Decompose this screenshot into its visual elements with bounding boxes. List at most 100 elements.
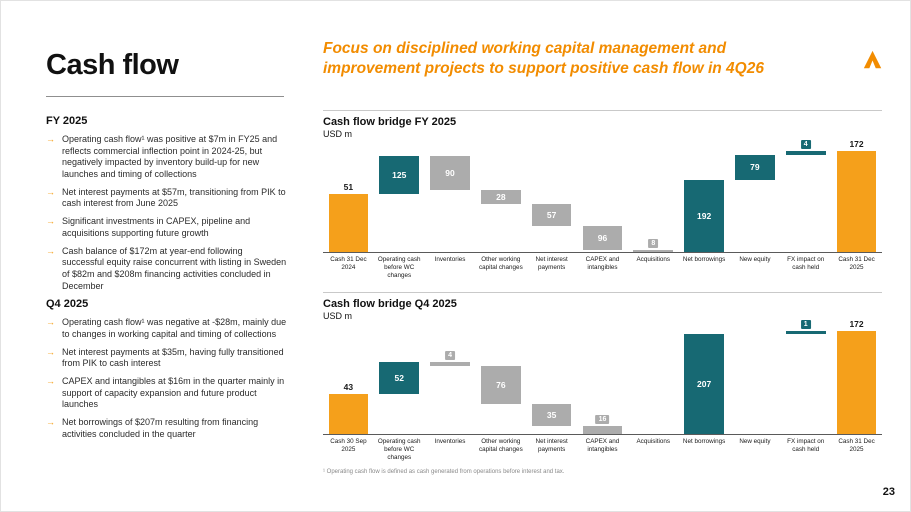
category-label: Cash 31 Dec 2025 bbox=[838, 438, 875, 454]
waterfall-bar-area: 52 bbox=[373, 326, 425, 436]
waterfall-column: 52 Operating cash before WC changes bbox=[373, 326, 425, 462]
waterfall-column: New equity bbox=[729, 326, 781, 462]
waterfall-bar-area bbox=[729, 326, 781, 436]
category-label: CAPEX and intangibles bbox=[585, 438, 620, 454]
waterfall-bar: 52 bbox=[379, 362, 420, 395]
bullet-text: Significant investments in CAPEX, pipeli… bbox=[62, 216, 251, 238]
bullet-text: Net borrowings of $207m resulting from f… bbox=[62, 417, 259, 439]
category-label: Acquisitions bbox=[636, 255, 671, 263]
waterfall-bar bbox=[785, 150, 826, 155]
bullet-arrow-icon: → bbox=[46, 186, 55, 197]
waterfall-bar-area: 1 bbox=[780, 320, 832, 436]
waterfall-bar-area bbox=[627, 326, 679, 436]
category-label: Net borrowings bbox=[682, 438, 726, 446]
q4-waterfall-chart: 43 Cash 30 Sep 2025 52 Operating cash befor… bbox=[323, 319, 882, 462]
bullet-arrow-icon: → bbox=[46, 245, 55, 256]
bar-value-label: 35 bbox=[546, 410, 557, 421]
waterfall-bar-area: 57 bbox=[526, 144, 578, 253]
waterfall-column: 57 Net interest payments bbox=[526, 144, 578, 280]
waterfall-column: 125 Operating cash before WC changes bbox=[373, 144, 425, 280]
waterfall-bar bbox=[328, 394, 369, 435]
waterfall-column: 172 Cash 31 Dec 2025 bbox=[831, 319, 882, 462]
waterfall-bar: 125 bbox=[379, 155, 420, 194]
page-number: 23 bbox=[882, 486, 895, 498]
category-label: Operating cash before WC changes bbox=[377, 255, 421, 279]
waterfall-bar: 79 bbox=[735, 154, 775, 180]
bullet-item: → Operating cash flow¹ was negative at -$… bbox=[46, 317, 287, 340]
waterfall-bar bbox=[430, 362, 470, 367]
waterfall-bar-area: 172 bbox=[831, 319, 882, 436]
category-label: Operating cash before WC changes bbox=[377, 438, 421, 462]
category-label: Cash 31 Dec 2024 bbox=[330, 255, 367, 271]
category-label: Net interest payments bbox=[535, 438, 568, 454]
bullet-text: Operating cash flow¹ was positive at $7m… bbox=[62, 134, 278, 180]
fy-chart-unit: USD m bbox=[323, 128, 352, 139]
waterfall-column: 76 Other working capital changes bbox=[475, 326, 527, 462]
bar-value-label: 43 bbox=[343, 382, 354, 393]
bar-value-label: 207 bbox=[696, 379, 712, 390]
fy-chart-panel: Cash flow bridge FY 2025 USD m 51 Cash 31… bbox=[323, 109, 882, 280]
category-label: FX impact on cash held bbox=[787, 438, 825, 454]
waterfall-bar: 76 bbox=[481, 366, 521, 405]
waterfall-bar-area: 125 bbox=[373, 144, 425, 253]
waterfall-column: 90 Inventories bbox=[424, 144, 476, 280]
bullet-item: → Net interest payments at $57m, transiti… bbox=[46, 187, 287, 210]
waterfall-column: 16 CAPEX and intangibles bbox=[577, 326, 628, 462]
waterfall-bar-area: 76 bbox=[475, 326, 527, 436]
fy-waterfall-chart: 51 Cash 31 Dec 2024 125 Operating cash befo… bbox=[323, 139, 882, 280]
waterfall-bar: 28 bbox=[481, 189, 521, 204]
waterfall-bar bbox=[785, 331, 826, 335]
bullet-arrow-icon: → bbox=[46, 216, 55, 227]
bullet-item: → Operating cash flow¹ was positive at $7… bbox=[46, 134, 287, 181]
bullet-arrow-icon: → bbox=[46, 417, 55, 428]
bullet-arrow-icon: → bbox=[46, 317, 55, 328]
bar-value-label: 4 bbox=[445, 351, 455, 361]
bar-value-label: 90 bbox=[445, 167, 455, 178]
waterfall-bar-area: 79 bbox=[729, 144, 781, 253]
waterfall-column: 1 FX impact on cash held bbox=[780, 320, 832, 462]
waterfall-bar-area: 90 bbox=[424, 144, 476, 253]
bullet-text: Net interest payments at $35m, having fu… bbox=[62, 346, 284, 369]
q4-chart-unit: USD m bbox=[323, 311, 352, 322]
waterfall-column: 4 Inventories bbox=[424, 326, 476, 462]
waterfall-column: 96 CAPEX and intangibles bbox=[577, 144, 628, 280]
bar-value-label: 52 bbox=[394, 373, 404, 384]
bullet-arrow-icon: → bbox=[46, 134, 55, 144]
category-label: Other working capital changes bbox=[478, 255, 523, 271]
bullet-item: → CAPEX and intangibles at $16m in the qu… bbox=[46, 376, 287, 411]
company-logo-icon bbox=[862, 49, 884, 71]
q4-chart-panel: Cash flow bridge Q4 2025 USD m 43 Cash 30… bbox=[323, 292, 882, 462]
waterfall-bar-area: 192 bbox=[678, 144, 730, 253]
bullet-text: Cash balance of $172m at year-end follow… bbox=[62, 245, 287, 291]
waterfall-column: 8 Acquisitions bbox=[627, 144, 679, 280]
bullet-item: → Cash balance of $172m at year-end follo… bbox=[46, 246, 287, 293]
bar-value-label: 4 bbox=[800, 139, 811, 149]
waterfall-column: 192 Net borrowings bbox=[678, 144, 730, 280]
bullet-item: → Net interest payments at $35m, having f… bbox=[46, 347, 287, 370]
waterfall-bar-area: 4 bbox=[780, 139, 832, 253]
bar-value-label: 172 bbox=[849, 319, 864, 330]
waterfall-column: 51 Cash 31 Dec 2024 bbox=[323, 144, 374, 280]
waterfall-bar-area: 8 bbox=[627, 144, 679, 253]
footnote: ¹ Operating cash flow is defined as cash… bbox=[323, 469, 565, 476]
fy-chart-title: Cash flow bridge FY 2025 bbox=[323, 115, 457, 128]
waterfall-bar-area: 207 bbox=[678, 326, 730, 436]
waterfall-bar bbox=[328, 193, 369, 252]
waterfall-bar-area: 35 bbox=[526, 326, 578, 436]
left-text-column: Cash flow FY 2025 → Operating cash flow¹ w… bbox=[1, 1, 299, 511]
category-label: CAPEX and intangibles bbox=[585, 255, 620, 271]
category-label: Other working capital changes bbox=[478, 438, 523, 454]
bar-value-label: 192 bbox=[696, 210, 712, 221]
category-label: New equity bbox=[739, 255, 771, 263]
section-heading: Q4 2025 bbox=[46, 298, 89, 311]
chart-column: Focus on disciplined working capital man… bbox=[299, 1, 910, 511]
waterfall-bar bbox=[633, 249, 674, 252]
bullet-text: CAPEX and intangibles at $16m in the qua… bbox=[62, 376, 285, 410]
bar-value-label: 76 bbox=[496, 380, 506, 391]
waterfall-bar: 96 bbox=[582, 225, 623, 250]
bullet-sections: FY 2025 → Operating cash flow¹ was positiv… bbox=[46, 115, 287, 440]
bar-value-label: 79 bbox=[750, 162, 760, 173]
category-label: Acquisitions bbox=[636, 438, 671, 446]
waterfall-bar-area: 4 bbox=[424, 326, 476, 436]
waterfall-column: 28 Other working capital changes bbox=[475, 144, 527, 280]
